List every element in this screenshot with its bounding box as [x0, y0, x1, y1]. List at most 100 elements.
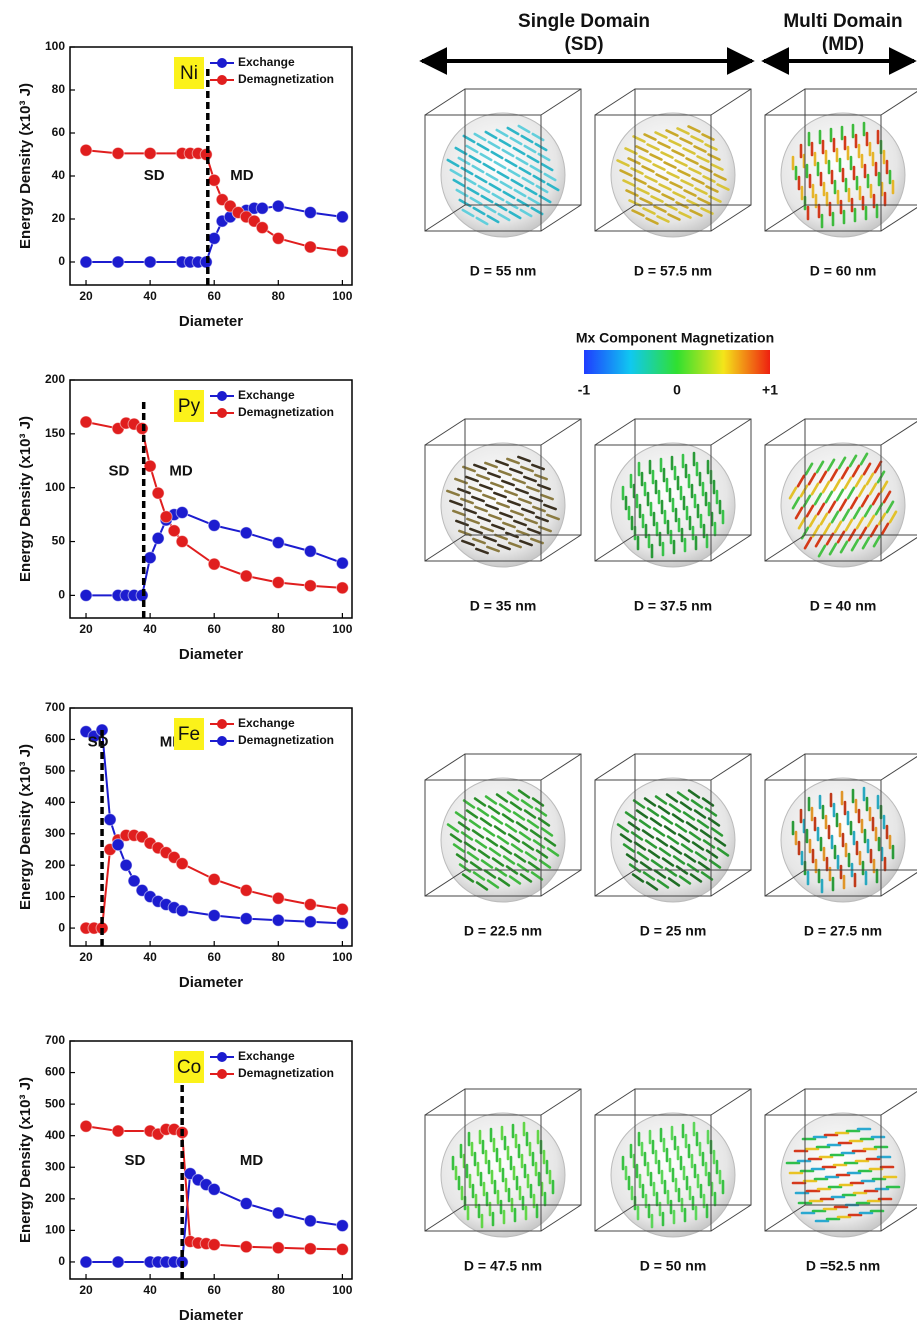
x-tick-label: 100: [332, 289, 352, 303]
spin-arrow: [540, 493, 554, 501]
cube-edge: [594, 753, 636, 781]
spin-arrow: [543, 837, 557, 847]
spin-arrow: [446, 489, 460, 497]
spin-arrow: [622, 843, 636, 853]
cube-edge: [594, 869, 636, 897]
spin-arrow: [457, 821, 471, 831]
data-point: [303, 1242, 317, 1256]
data-point: [335, 244, 349, 258]
data-point: [271, 536, 285, 550]
spin-arrow: [642, 871, 656, 881]
spin-arrow: [638, 155, 652, 163]
material-label-box: [174, 57, 204, 89]
spin-arrow: [852, 506, 862, 520]
spin-arrow: [526, 485, 540, 493]
spin-arrow: [638, 819, 652, 829]
y-tick-label: 400: [45, 1128, 65, 1142]
spin-arrow: [504, 823, 518, 833]
data-point: [143, 459, 157, 473]
spin-arrow: [642, 207, 656, 215]
spin-arrow: [501, 813, 515, 823]
spin-arrow: [484, 130, 498, 140]
spin-arrow: [696, 819, 710, 829]
spin-arrow: [493, 491, 507, 499]
magnetization-panel: [764, 418, 917, 568]
legend-marker: [217, 1052, 227, 1062]
spin-arrow: [702, 175, 716, 183]
material-label: Co: [177, 1057, 201, 1078]
cube-back: [804, 1088, 917, 1206]
spin-arrow: [462, 134, 476, 144]
spin-arrow: [687, 789, 701, 799]
spin-arrow: [693, 809, 707, 819]
cube-back: [634, 753, 752, 871]
spin-arrow: [519, 873, 533, 883]
cube-edge: [710, 534, 752, 562]
data-point: [271, 575, 285, 589]
spin-arrow: [660, 815, 674, 825]
spin-arrow: [822, 522, 832, 536]
spin-arrow: [494, 533, 508, 541]
spin-arrow: [868, 482, 878, 496]
data-point: [111, 146, 125, 160]
spin-arrow: [645, 217, 659, 225]
spin-arrow: [682, 811, 696, 821]
cube-edge: [710, 869, 752, 897]
spin-arrow: [463, 841, 477, 851]
magnetization-panel: [424, 418, 582, 568]
cube-back: [464, 418, 582, 536]
spin-arrow: [523, 144, 537, 154]
spin-arrow: [668, 139, 682, 147]
legend-marker: [217, 719, 227, 729]
spin-arrow: [882, 490, 892, 504]
region-label: SD: [144, 167, 165, 184]
cube-edge: [710, 418, 752, 446]
spin-arrow: [507, 833, 521, 843]
magnetization-panel: [424, 753, 582, 903]
spin-arrow: [861, 536, 871, 550]
data-point: [143, 146, 157, 160]
spin-arrow: [483, 535, 497, 543]
cube-edge: [594, 1088, 636, 1116]
colorbar-tick-label: +1: [762, 382, 778, 398]
spin-arrow: [821, 480, 831, 494]
spin-arrow: [487, 140, 501, 150]
spin-arrow: [683, 853, 697, 863]
spin-arrow: [663, 825, 677, 835]
spin-arrow: [485, 172, 499, 182]
header-sd: (SD): [564, 34, 603, 55]
magnetization-panel: [424, 1088, 582, 1238]
spin-arrow: [646, 807, 660, 817]
spin-arrow: [465, 809, 479, 819]
data-point: [335, 1219, 349, 1233]
spin-arrow: [805, 504, 815, 518]
legend-label: Exchange: [238, 55, 295, 69]
header-md: Multi Domain: [783, 11, 902, 32]
y-tick-label: 0: [58, 1254, 65, 1268]
spin-arrow: [841, 508, 851, 522]
plot-frame: [69, 1040, 353, 1280]
data-point: [271, 231, 285, 245]
spin-arrow: [531, 463, 545, 471]
spin-arrow: [476, 142, 490, 152]
legend-label: Exchange: [238, 716, 295, 730]
spin-arrow: [866, 514, 876, 528]
spin-arrow: [653, 869, 667, 879]
spin-arrow: [707, 153, 721, 161]
magnetization-panel: [594, 1088, 752, 1238]
cube-edge: [880, 207, 917, 232]
spin-arrow: [808, 514, 818, 528]
legend-label: Demagnetization: [238, 1066, 334, 1080]
legend-label: Demagnetization: [238, 733, 334, 747]
spin-arrow: [501, 148, 515, 158]
spin-arrow: [683, 189, 697, 197]
spin-arrow: [463, 507, 477, 515]
legend-marker: [217, 391, 227, 401]
spin-arrow: [473, 132, 487, 142]
cube-edge: [594, 204, 636, 232]
spin-arrow: [461, 873, 475, 883]
cube-back: [804, 88, 917, 206]
spin-arrow: [653, 205, 667, 213]
legend-label: Exchange: [238, 388, 295, 402]
spin-arrow: [702, 839, 716, 849]
